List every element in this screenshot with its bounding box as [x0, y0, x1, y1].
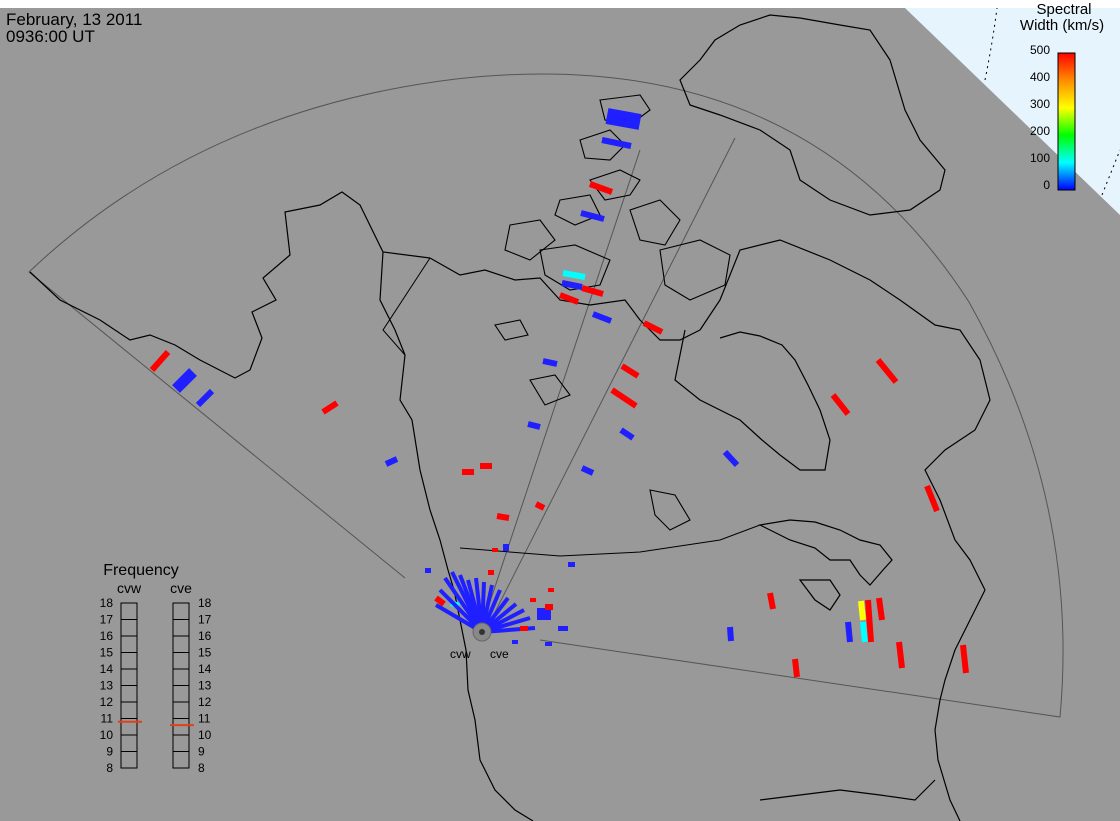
- echo-cell: [605, 108, 642, 130]
- frequency-tick-label: 17: [100, 613, 114, 627]
- frequency-label-cvw: cvw: [117, 580, 142, 596]
- near-range-detached-echoes: [425, 544, 575, 646]
- frequency-tick-label: 15: [100, 646, 114, 660]
- echo-cell: [620, 363, 640, 379]
- frequency-tick-label: 9: [198, 745, 205, 759]
- frequency-tick-label: 17: [198, 613, 212, 627]
- horizon-dotted-line: [984, 7, 998, 81]
- echo-cell: [792, 658, 800, 678]
- echo-cell: [562, 270, 586, 280]
- frequency-tick-label: 18: [198, 596, 212, 610]
- echo-cell: [601, 137, 632, 149]
- echo-cell: [527, 421, 541, 430]
- radar-site-center: [479, 629, 485, 635]
- legend-title-line2: Width (km/s): [1020, 17, 1104, 34]
- echo-cell: [581, 285, 604, 297]
- echo-cell: [195, 388, 215, 408]
- echo-cell: [845, 621, 853, 643]
- echo-cell: [727, 626, 734, 642]
- echo-cell: [858, 600, 866, 621]
- legend-tick-label: 200: [1030, 124, 1050, 138]
- echo-cell: [830, 393, 851, 416]
- echo-cell: [172, 368, 197, 393]
- echo-cell: [321, 400, 339, 415]
- frequency-tick-label: 10: [100, 728, 114, 742]
- map-background: [0, 8, 1120, 821]
- legend-color-bar: [1057, 52, 1076, 191]
- frequency-panel: Frequency cvw cve 1817161514131211109818…: [100, 562, 212, 775]
- frequency-title: Frequency: [103, 562, 179, 579]
- echo-cell: [542, 358, 558, 367]
- frequency-tick-label: 9: [106, 745, 113, 759]
- frequency-tick-label: 14: [198, 662, 212, 676]
- echo-cell: [860, 621, 868, 643]
- echo-cell: [960, 644, 969, 674]
- echo-cell: [722, 449, 740, 468]
- spectral-width-legend: Spectral Width (km/s) 500 400 300 200 100 0: [1020, 1, 1104, 192]
- low-width-echoes: [172, 108, 853, 643]
- frequency-tick-label: 14: [100, 662, 114, 676]
- echo-cell: [534, 501, 546, 511]
- legend-title-line1: Spectral: [1036, 1, 1091, 18]
- frequency-tick-label: 16: [100, 629, 114, 643]
- frequency-tick-label: 15: [198, 646, 212, 660]
- frequency-label-cve: cve: [170, 580, 192, 596]
- echo-cell: [876, 597, 885, 621]
- echo-cell: [580, 210, 605, 222]
- echo-cell: [591, 311, 613, 324]
- echo-cell: [610, 387, 638, 409]
- political-borders: [382, 257, 761, 557]
- echo-cell: [865, 599, 874, 643]
- top-margin: [0, 0, 1120, 8]
- frequency-tick-label: 8: [198, 761, 205, 775]
- frequency-tick-label: 11: [198, 712, 211, 726]
- echo-cell: [896, 641, 905, 669]
- frequency-tick-label: 11: [101, 712, 114, 726]
- high-width-echoes: [149, 181, 969, 678]
- radar-label-cve: cve: [490, 647, 509, 661]
- echo-cell: [588, 181, 614, 195]
- echo-cell: [642, 320, 664, 335]
- legend-tick-label: 500: [1030, 43, 1050, 57]
- legend-tick-label: 0: [1043, 178, 1050, 192]
- frequency-ladders: 18 17 16 15 14 13 12 11 10 9 8 18 17 16 15 14 13 12 11 10 9 8: [100, 596, 212, 775]
- frequency-tick-label: 10: [198, 728, 212, 742]
- echo-cell: [580, 465, 595, 476]
- echo-cell: [767, 592, 776, 610]
- frequency-tick-label: 18: [100, 596, 114, 610]
- legend-tick-label: 400: [1030, 70, 1050, 84]
- echo-cell: [924, 484, 940, 513]
- echo-cell: [496, 513, 510, 521]
- coastlines: [29, 14, 991, 821]
- frequency-tick-label: 13: [100, 679, 114, 693]
- echo-cell: [875, 358, 899, 384]
- echo-cell: [149, 350, 171, 372]
- horizon-dotted-line-2: [1101, 149, 1120, 196]
- frequency-tick-label: 16: [198, 629, 212, 643]
- echo-cell: [561, 280, 583, 290]
- echo-cell: [619, 427, 635, 441]
- frequency-tick-label: 13: [198, 679, 212, 693]
- legend-tick-label: 100: [1030, 151, 1050, 165]
- echo-cell: [434, 595, 446, 607]
- frequency-tick-label: 8: [106, 761, 113, 775]
- frequency-tick-label: 12: [100, 695, 114, 709]
- radar-label-cvw: cvw: [450, 647, 471, 661]
- echo-cell: [558, 292, 580, 305]
- time-label: 0936:00 UT: [6, 27, 95, 46]
- frequency-tick-label: 12: [198, 695, 212, 709]
- date-label: February, 13 2011: [6, 10, 142, 29]
- legend-tick-label: 300: [1030, 97, 1050, 111]
- echo-cell: [384, 456, 399, 467]
- legend-ticks: 500 400 300 200 100 0: [1030, 43, 1050, 192]
